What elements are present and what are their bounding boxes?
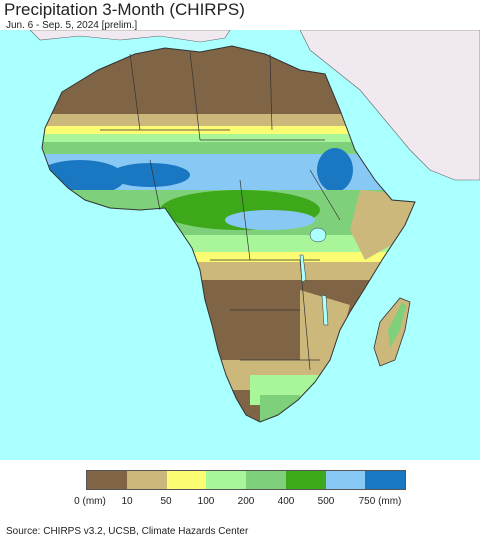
lake-malawi <box>321 294 329 326</box>
date-range-subtitle: Jun. 6 - Sep. 5, 2024 [prelim.] <box>6 20 138 31</box>
legend-swatch <box>365 471 405 489</box>
africa-outline <box>41 45 416 423</box>
legend-label: 500 <box>317 496 335 507</box>
legend-labels: 0 (mm) 10 50 100 200 400 500 750 (mm) <box>0 496 480 510</box>
legend-swatch <box>285 471 326 489</box>
legend-swatch <box>126 471 167 489</box>
legend-label: 0 (mm) <box>74 496 106 507</box>
legend-swatch <box>87 471 127 489</box>
arabia-land <box>299 30 480 181</box>
lake-victoria <box>309 227 327 243</box>
legend-label: 100 <box>197 496 215 507</box>
legend-label: 200 <box>237 496 255 507</box>
legend-label: 750 (mm) <box>358 496 402 507</box>
legend-swatch <box>246 471 286 489</box>
legend-label: 10 <box>121 496 133 507</box>
precipitation-map <box>0 30 480 460</box>
legend-color-bar <box>86 470 406 490</box>
legend-swatch <box>166 471 207 489</box>
legend-swatch <box>206 471 246 489</box>
source-credit: Source: CHIRPS v3.2, UCSB, Climate Hazar… <box>6 526 249 537</box>
legend-label: 50 <box>160 496 172 507</box>
legend-label: 400 <box>277 496 295 507</box>
europe-land <box>29 30 231 43</box>
lake-tanganyika <box>299 254 307 283</box>
page-title: Precipitation 3-Month (CHIRPS) <box>4 0 245 19</box>
legend-swatch <box>325 471 366 489</box>
